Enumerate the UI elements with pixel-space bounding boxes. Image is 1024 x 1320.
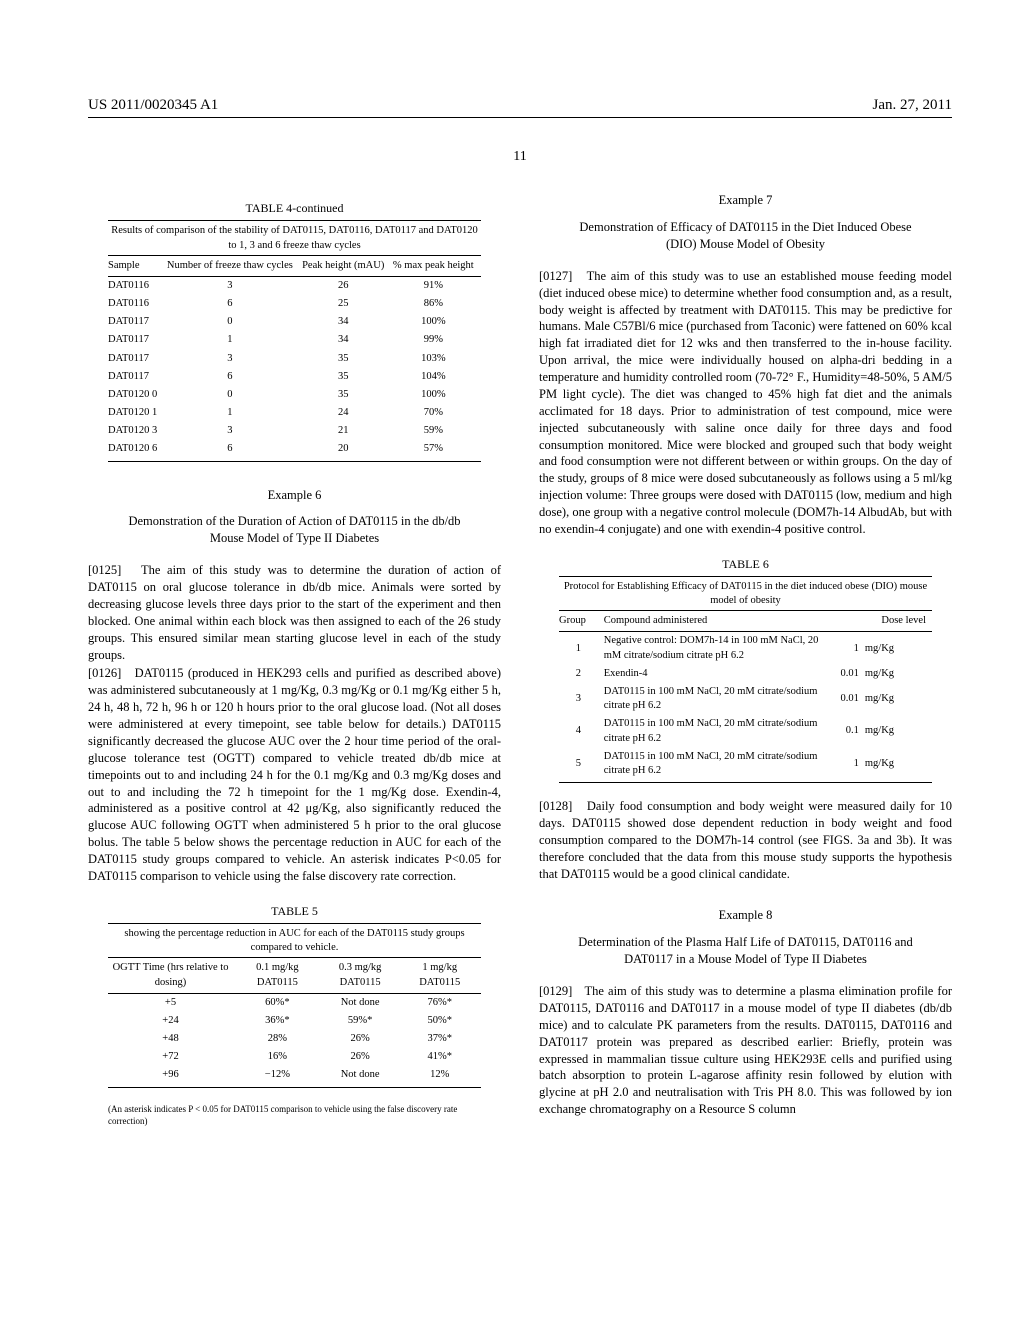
table4-col2: Peak height (mAU) xyxy=(301,256,392,277)
table-row: 3DAT0115 in 100 mM NaCl, 20 mM citrate/s… xyxy=(559,683,932,715)
table5-caption: TABLE 5 xyxy=(88,903,501,919)
header-rule xyxy=(88,117,952,118)
table5-col0: OGTT Time (hrs relative to dosing) xyxy=(108,958,239,993)
example7-title: Demonstration of Efficacy of DAT0115 in … xyxy=(569,219,922,253)
table-row: +560%*Not done76%* xyxy=(108,993,481,1012)
para-0126: [0126] DAT0115 (produced in HEK293 cells… xyxy=(88,665,501,884)
table5-col2: 0.3 mg/kg DAT0115 xyxy=(322,958,405,993)
table6-col0: Group xyxy=(559,611,604,632)
example6-title: Demonstration of the Duration of Action … xyxy=(118,513,471,547)
table4: Sample Number of freeze thaw cycles Peak… xyxy=(108,256,481,462)
example6-label: Example 6 xyxy=(88,487,501,504)
table-row: DAT0120 0035100% xyxy=(108,386,481,404)
pub-date: Jan. 27, 2011 xyxy=(873,95,952,115)
page-header: US 2011/0020345 A1 Jan. 27, 2011 xyxy=(88,95,952,115)
table-row: 4DAT0115 in 100 mM NaCl, 20 mM citrate/s… xyxy=(559,715,932,747)
table6-col1: Compound administered xyxy=(604,611,828,632)
table-row: DAT0120 112470% xyxy=(108,404,481,422)
table4-col1: Number of freeze thaw cycles xyxy=(165,256,301,277)
table6-subcaption: Protocol for Establishing Efficacy of DA… xyxy=(559,576,932,611)
table-row: DAT0120 662057% xyxy=(108,440,481,461)
table5-subcaption: showing the percentage reduction in AUC … xyxy=(108,923,481,958)
table4-col3: % max peak height xyxy=(392,256,481,277)
table6: Group Compound administered Dose level 1… xyxy=(559,611,932,783)
para-0127: [0127] The aim of this study was to use … xyxy=(539,268,952,538)
table5-col3: 1 mg/kg DAT0115 xyxy=(404,958,481,993)
table5: OGTT Time (hrs relative to dosing) 0.1 m… xyxy=(108,958,481,1087)
table4-col0: Sample xyxy=(108,256,165,277)
table-row: +7216%26%41%* xyxy=(108,1048,481,1066)
table-row: +96−12%Not done12% xyxy=(108,1066,481,1087)
para-0128: [0128] Daily food consumption and body w… xyxy=(539,798,952,882)
table-row: DAT011713499% xyxy=(108,331,481,349)
right-column: Example 7 Demonstration of Efficacy of D… xyxy=(539,192,952,1127)
table-row: +4828%26%37%* xyxy=(108,1030,481,1048)
pub-number: US 2011/0020345 A1 xyxy=(88,95,218,115)
table-row: 5DAT0115 in 100 mM NaCl, 20 mM citrate/s… xyxy=(559,748,932,783)
table5-footnote: (An asterisk indicates P < 0.05 for DAT0… xyxy=(108,1103,481,1127)
table6-caption: TABLE 6 xyxy=(539,556,952,572)
table-row: DAT0117335103% xyxy=(108,350,481,368)
example8-title: Determination of the Plasma Half Life of… xyxy=(569,934,922,968)
page-number: 11 xyxy=(88,148,952,167)
table4-caption: TABLE 4-continued xyxy=(88,200,501,216)
table-row: 2Exendin-40.01mg/Kg xyxy=(559,665,932,683)
example7-label: Example 7 xyxy=(539,192,952,209)
table-row: DAT011662586% xyxy=(108,295,481,313)
table4-subcaption: Results of comparison of the stability o… xyxy=(108,220,481,255)
example8-label: Example 8 xyxy=(539,907,952,924)
table-row: DAT011632691% xyxy=(108,276,481,295)
table6-col2: Dose level xyxy=(828,611,932,632)
left-column: TABLE 4-continued Results of comparison … xyxy=(88,192,501,1127)
table-row: +2436%*59%*50%* xyxy=(108,1012,481,1030)
para-0125: [0125] The aim of this study was to dete… xyxy=(88,562,501,663)
table5-col1: 0.1 mg/kg DAT0115 xyxy=(239,958,322,993)
table-row: DAT0120 332159% xyxy=(108,422,481,440)
table-row: DAT0117034100% xyxy=(108,313,481,331)
table-row: 1Negative control: DOM7h-14 in 100 mM Na… xyxy=(559,632,932,665)
table-row: DAT0117635104% xyxy=(108,368,481,386)
para-0129: [0129] The aim of this study was to dete… xyxy=(539,983,952,1118)
